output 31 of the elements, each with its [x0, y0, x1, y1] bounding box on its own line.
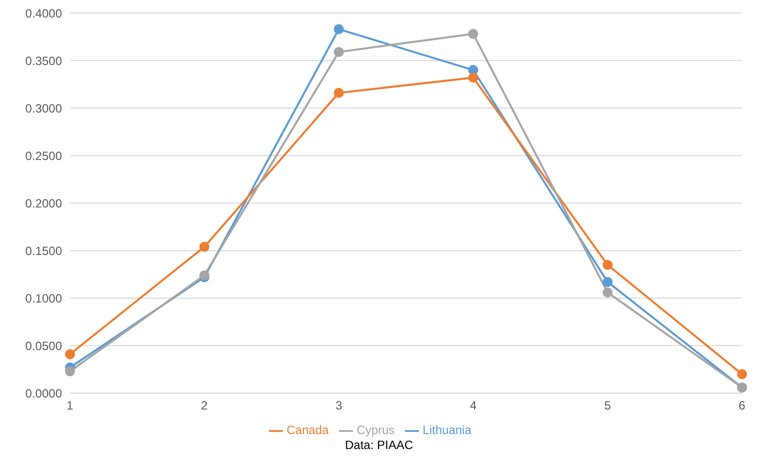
x-tick-label: 6: [738, 398, 746, 413]
point: [65, 349, 75, 360]
point: [65, 366, 75, 376]
y-tick-label: 0.3000: [25, 101, 62, 116]
legend-label: Cyprus: [356, 423, 395, 438]
y-tick-label: 0.2500: [25, 148, 62, 163]
y-tick-label: 0.4000: [25, 6, 62, 20]
x-tick-label: 4: [470, 398, 477, 413]
legend-label: Lithuania: [422, 423, 472, 438]
y-tick-label: 0.0500: [25, 338, 62, 353]
y-tick-label: 0.3500: [25, 54, 62, 68]
point: [334, 46, 344, 57]
text: Data: PIAAC: [344, 438, 414, 452]
point: [468, 28, 478, 39]
point: [468, 72, 478, 83]
point: [334, 24, 344, 34]
y-tick-label: 0.1000: [25, 291, 62, 306]
point: [737, 369, 747, 380]
point: [334, 88, 344, 98]
y-tick-label: 0.1500: [25, 244, 62, 258]
point: [602, 260, 613, 270]
y-tick-label: 0.0000: [25, 386, 62, 400]
x-tick-label: 3: [335, 398, 342, 413]
point: [602, 276, 613, 287]
y-tick-label: 0.2000: [25, 196, 62, 210]
point: [199, 242, 210, 252]
x-tick-label: 5: [604, 398, 612, 413]
x-tick-label: 2: [201, 398, 208, 413]
x-tick-label: 1: [66, 398, 74, 413]
legend-label: Canada: [286, 423, 329, 438]
point: [602, 287, 613, 298]
